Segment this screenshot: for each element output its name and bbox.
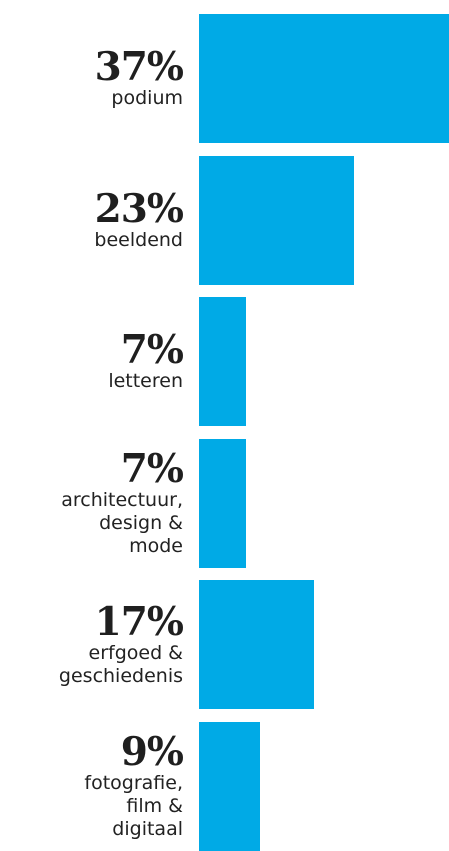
bar-row: 17% erfgoed & geschiedenis bbox=[0, 580, 449, 709]
bar bbox=[199, 297, 246, 426]
value-label: 9% bbox=[120, 729, 184, 775]
bar-label-block: 23% beeldend bbox=[0, 156, 184, 285]
value-label: 37% bbox=[94, 44, 184, 90]
bar-row: 23% beeldend bbox=[0, 156, 449, 285]
bar-row: 7% architectuur, design & mode bbox=[0, 439, 449, 568]
bar bbox=[199, 14, 449, 143]
bar-label-block: 17% erfgoed & geschiedenis bbox=[0, 580, 184, 709]
category-label: beeldend bbox=[94, 229, 183, 251]
category-label: letteren bbox=[108, 370, 183, 392]
bar bbox=[199, 580, 314, 709]
category-label: fotografie, film & digitaal bbox=[84, 772, 183, 840]
bar-row: 9% fotografie, film & digitaal bbox=[0, 722, 449, 851]
bar bbox=[199, 156, 354, 285]
category-label: architectuur, design & mode bbox=[61, 489, 183, 557]
value-label: 7% bbox=[120, 446, 184, 492]
value-label: 17% bbox=[94, 598, 184, 645]
bar-label-block: 9% fotografie, film & digitaal bbox=[0, 722, 184, 851]
bar-label-block: 7% letteren bbox=[0, 297, 184, 426]
bar bbox=[199, 722, 260, 851]
bar bbox=[199, 439, 246, 568]
category-label: podium bbox=[111, 87, 183, 109]
bar-row: 7% letteren bbox=[0, 297, 449, 426]
category-label: erfgoed & geschiedenis bbox=[58, 641, 183, 687]
bar-row: 37% podium bbox=[0, 14, 449, 143]
bar-label-block: 37% podium bbox=[0, 14, 184, 143]
value-label: 7% bbox=[120, 327, 184, 373]
value-label: 23% bbox=[94, 186, 184, 232]
bar-label-block: 7% architectuur, design & mode bbox=[0, 439, 184, 568]
